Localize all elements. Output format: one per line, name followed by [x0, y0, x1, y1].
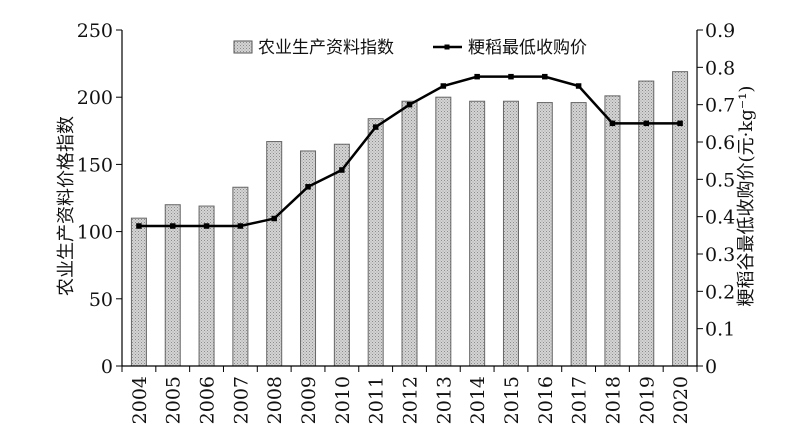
y-tick-label-right: 0.6	[705, 132, 735, 154]
x-tick-labels: 2004 2005 2006 2007 2008 2009 2010 2011 2012 2013…	[129, 376, 692, 424]
y-tick-label-right: 0.3	[705, 244, 735, 266]
x-tick-label: 2017	[569, 376, 591, 424]
bar	[266, 141, 283, 367]
x-tick-label: 2019	[636, 376, 658, 424]
x-tick-label: 2018	[602, 376, 624, 424]
line-point	[440, 83, 447, 89]
y-tick-label-right: 0.1	[705, 319, 735, 341]
bar	[367, 118, 384, 367]
bar	[604, 95, 621, 367]
y-tick-labels-right: 0 0.1 0.2 0.3 0.4 0.5 0.6 0.7 0.8 0.9	[705, 20, 735, 378]
legend-bar-label: 农业生产资料指数	[258, 38, 394, 58]
line-series	[136, 73, 683, 229]
bar	[672, 71, 689, 367]
bar	[130, 217, 147, 367]
x-tick-label: 2006	[197, 376, 219, 424]
line-point	[643, 120, 650, 127]
line-point	[677, 120, 683, 127]
bar	[469, 100, 486, 367]
x-tick-label: 2015	[501, 376, 523, 424]
x-tick-label: 2007	[230, 376, 252, 424]
line-point	[474, 73, 480, 80]
y-tick-label-right: 0.7	[705, 95, 735, 117]
x-tick-label: 2004	[129, 376, 151, 424]
x-tick-label: 2014	[467, 376, 489, 424]
legend-line-label: 粳稻最低收购价	[468, 38, 587, 58]
x-tick-label: 2016	[535, 376, 557, 424]
y-tick-label-right: 0.4	[705, 207, 735, 229]
y-tick-label-left: 250	[77, 20, 113, 42]
line-point	[542, 73, 548, 80]
y-axis-title-left: 农业生产资料价格指数	[56, 116, 77, 296]
line-point	[136, 223, 142, 229]
line-point	[305, 184, 311, 190]
line-point	[609, 120, 616, 127]
bar	[198, 205, 215, 367]
bar	[232, 186, 249, 367]
y-tick-label-left: 100	[77, 222, 113, 244]
line-point	[508, 73, 514, 80]
line-point	[575, 83, 582, 89]
bar	[401, 100, 418, 367]
y-tick-label-right: 0.2	[705, 281, 735, 303]
bar	[502, 100, 519, 367]
y-tick-label-right: 0	[705, 356, 717, 378]
x-tick-label: 2013	[433, 376, 455, 424]
legend-bar-swatch	[233, 40, 253, 54]
line-point	[237, 223, 244, 229]
x-tick-label: 2012	[400, 376, 422, 424]
line-point	[406, 101, 413, 108]
legend: 农业生产资料指数 粳稻最低收购价	[233, 38, 587, 58]
line-point	[203, 223, 210, 229]
axes	[116, 29, 703, 372]
bar	[570, 102, 587, 367]
y-tick-label-right: 0.5	[705, 169, 735, 191]
x-tick-label: 2011	[366, 376, 388, 424]
y-tick-label-right: 0.9	[705, 20, 735, 42]
legend-line-marker	[444, 44, 450, 50]
bar	[164, 204, 181, 367]
bar	[333, 143, 350, 367]
x-tick-label: 2005	[163, 376, 185, 424]
x-tick-label: 2009	[298, 376, 320, 424]
y-tick-label-left: 0	[101, 356, 113, 378]
y-tick-label-left: 50	[89, 289, 113, 311]
y-tick-labels-left: 0 50 100 150 200 250	[77, 20, 113, 378]
bar	[435, 96, 452, 367]
line-point	[271, 215, 277, 222]
y-tick-label-left: 150	[77, 154, 113, 176]
y-tick-label-right: 0.8	[705, 57, 735, 79]
line-point	[372, 124, 379, 130]
x-tick-label: 2020	[670, 376, 692, 424]
y-axis-title-right: 粳稻谷最低收购价(元·kg⁻¹)	[736, 86, 757, 307]
x-tick-label: 2008	[264, 376, 286, 424]
x-tick-label: 2010	[332, 376, 354, 424]
line-point	[339, 167, 345, 173]
line-point	[169, 223, 176, 229]
bar	[536, 102, 553, 367]
y-tick-label-left: 200	[77, 87, 113, 109]
